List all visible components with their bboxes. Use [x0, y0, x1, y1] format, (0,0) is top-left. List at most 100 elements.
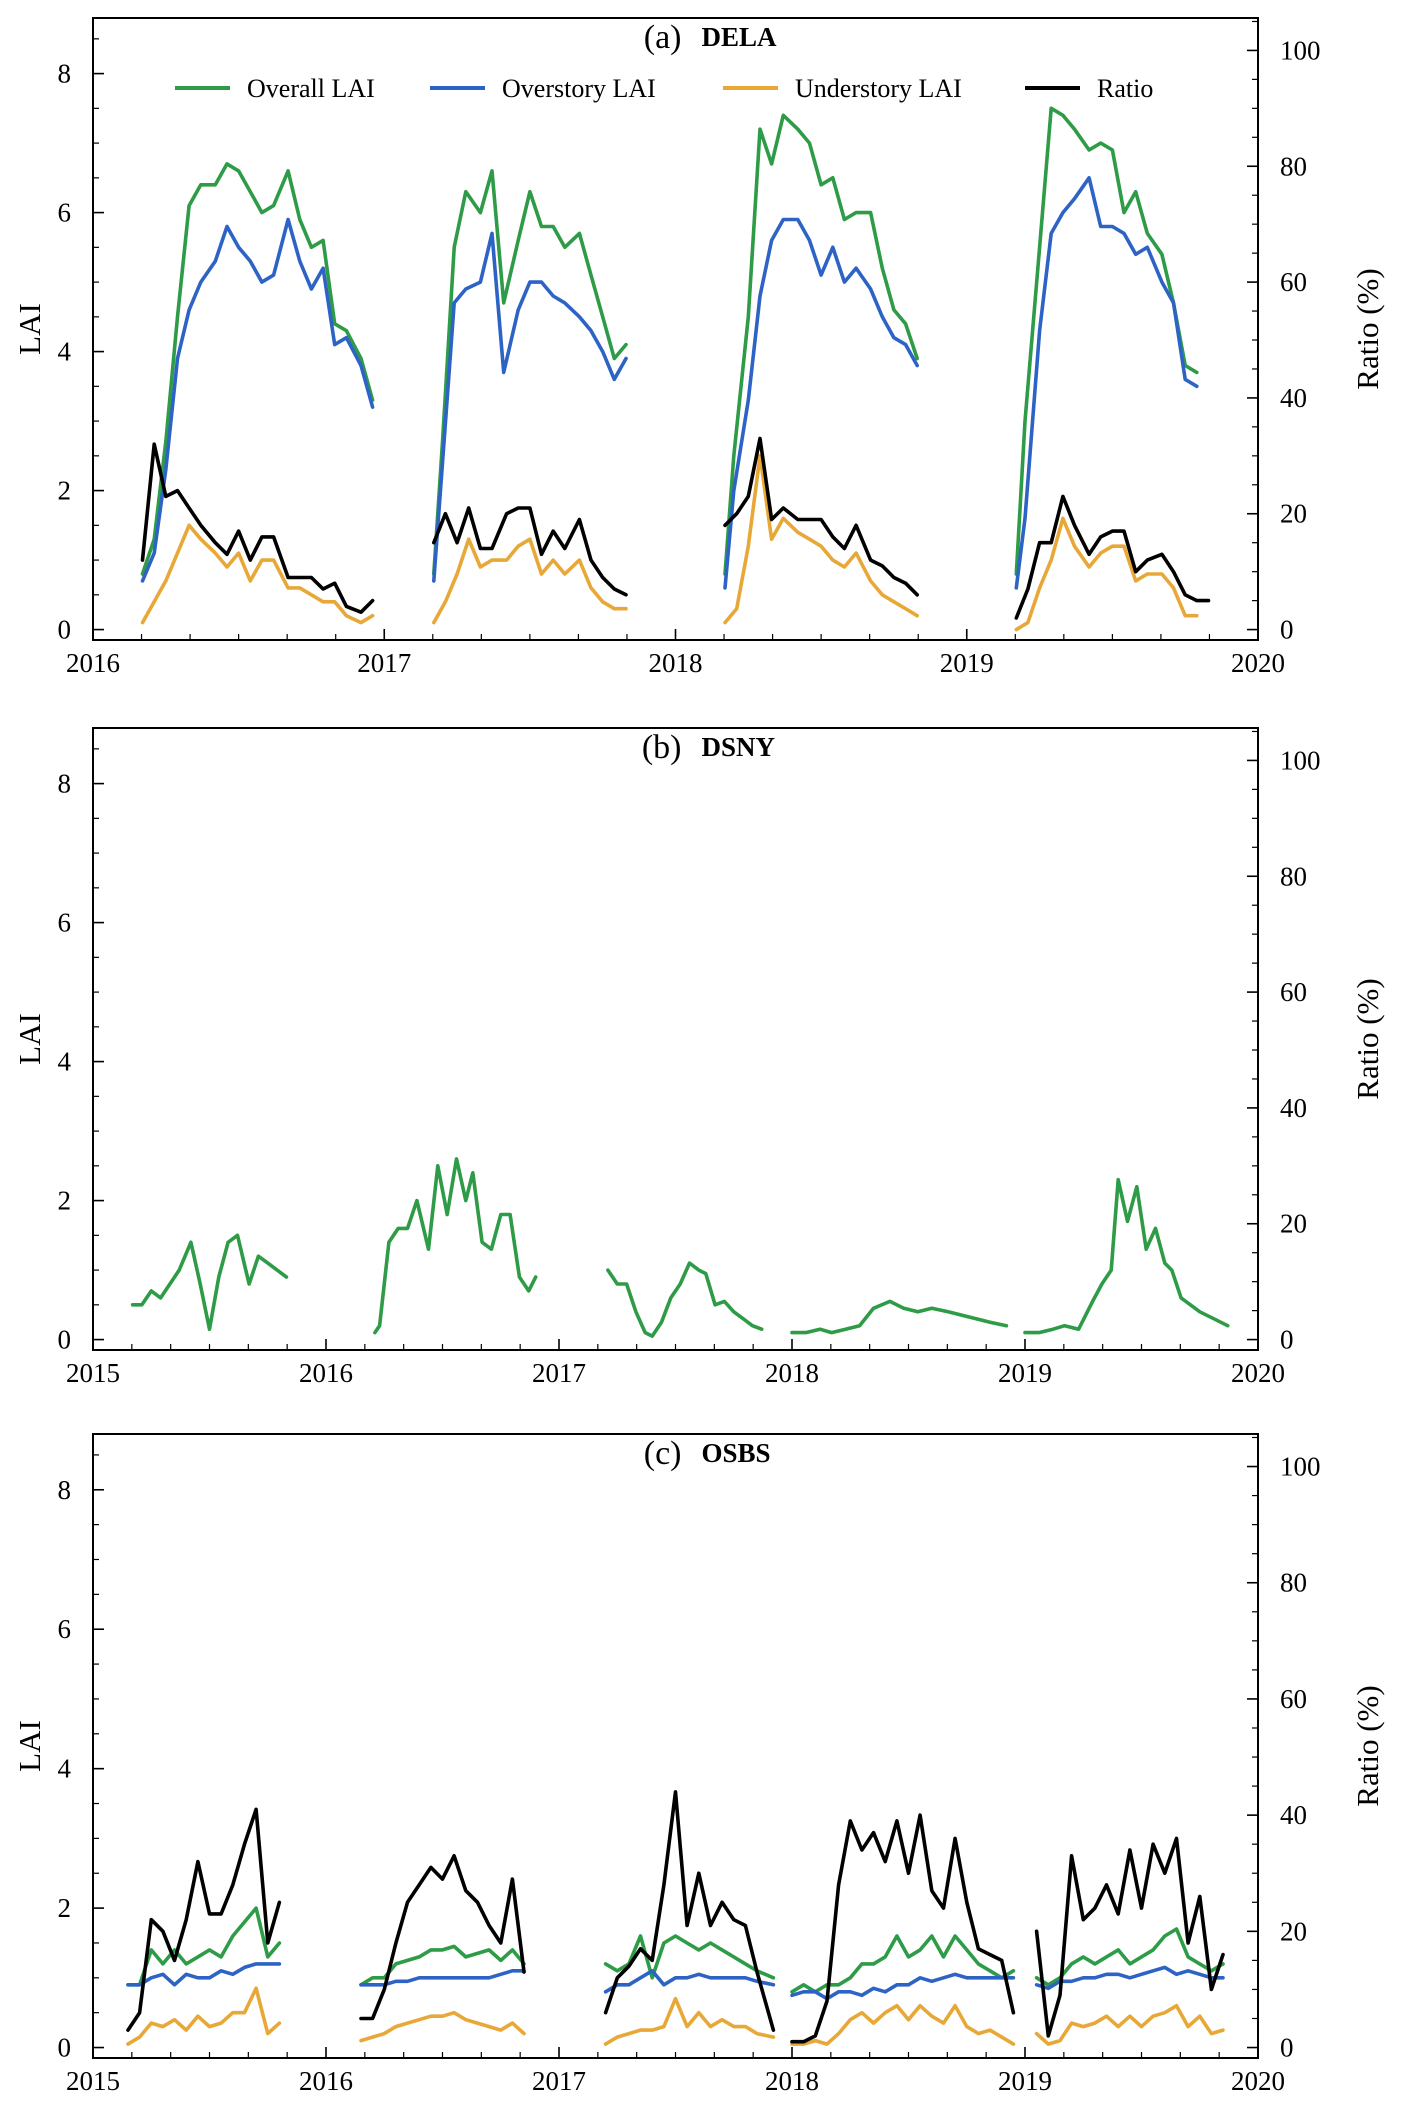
y2-tick-label: 20: [1280, 1209, 1307, 1239]
plot-frame: [92, 727, 1259, 1351]
series-ratio-line: [723, 436, 920, 597]
site-name: DELA: [702, 22, 778, 52]
panel-label: (a): [644, 19, 682, 56]
y2-tick-label: 0: [1280, 1325, 1294, 1355]
x-tick-label: 2016: [299, 2066, 353, 2096]
series-understory-line: [790, 2003, 1016, 2046]
x-tick-label: 2017: [357, 648, 411, 678]
plot-frame: [92, 17, 1259, 641]
x-tick-label: 2020: [1231, 648, 1285, 678]
legend-label: Overstory LAI: [502, 74, 656, 103]
y2-axis-title: Ratio (%): [1350, 978, 1385, 1099]
y-tick-label: 0: [58, 2033, 72, 2063]
series-overstory-line: [723, 217, 920, 590]
series-ratio-line: [790, 1813, 1016, 2044]
x-tick-label: 2016: [66, 648, 120, 678]
legend-label: Overall LAI: [247, 74, 375, 103]
series-understory-line: [723, 453, 920, 625]
y2-tick-label: 60: [1280, 977, 1307, 1007]
x-tick-label: 2020: [1231, 2066, 1285, 2096]
y-tick-label: 4: [58, 337, 72, 367]
series-ratio-line: [126, 1807, 282, 2032]
y2-tick-label: 100: [1280, 745, 1321, 775]
y2-tick-label: 40: [1280, 1800, 1307, 1830]
series-overall-line: [130, 1233, 289, 1331]
series-understory-line: [1034, 2003, 1225, 2046]
series-overall-line: [606, 1261, 764, 1338]
y-tick-label: 2: [58, 1893, 72, 1923]
x-tick-label: 2019: [998, 2066, 1052, 2096]
series-understory-line: [603, 1996, 776, 2046]
y-tick-label: 4: [58, 1754, 72, 1784]
series-overstory-line: [359, 1969, 526, 1987]
x-tick-label: 2018: [765, 2066, 819, 2096]
y-tick-label: 0: [58, 615, 72, 645]
x-tick-label: 2017: [532, 1358, 586, 1388]
series-ratio-line: [603, 1790, 776, 2032]
panel-label: (b): [642, 729, 682, 766]
y-axis-title: LAI: [12, 1720, 47, 1772]
x-tick-label: 2018: [765, 1358, 819, 1388]
panel-dela: 2016 2017 2018 2019 202002468020406080100LAI…: [12, 17, 1385, 678]
legend-label: Understory LAI: [795, 74, 962, 103]
series-overall-line: [723, 113, 920, 576]
y-axis-title: LAI: [12, 303, 47, 355]
y2-tick-label: 80: [1280, 151, 1307, 181]
x-tick-label: 2019: [998, 1358, 1052, 1388]
x-tick-label: 2016: [299, 1358, 353, 1388]
legend-label: Ratio: [1097, 74, 1153, 103]
y2-tick-label: 60: [1280, 1684, 1307, 1714]
x-tick-label: 2019: [940, 648, 994, 678]
y-axis-title: LAI: [12, 1013, 47, 1065]
series-overstory-line: [140, 217, 375, 583]
series-overall-line: [1034, 1927, 1225, 1987]
series-overall-line: [431, 169, 628, 576]
series-overstory-line: [1034, 1965, 1225, 1991]
series-overall-line: [140, 162, 375, 576]
x-tick-label: 2018: [649, 648, 703, 678]
x-tick-label: 2017: [532, 2066, 586, 2096]
y-tick-label: 6: [58, 908, 72, 938]
y2-tick-label: 20: [1280, 499, 1307, 529]
y2-tick-label: 20: [1280, 1916, 1307, 1946]
y2-tick-label: 40: [1280, 1093, 1307, 1123]
series-understory-line: [126, 1986, 282, 2046]
series-ratio-line: [1014, 494, 1211, 620]
site-name: DSNY: [702, 732, 776, 762]
series-understory-line: [431, 537, 628, 625]
panel-osbs: 2015 2016 2017 2018 2019 20200246802040608010…: [12, 1433, 1385, 2096]
y2-tick-label: 80: [1280, 861, 1307, 891]
series-understory-line: [140, 523, 375, 625]
y2-tick-label: 100: [1280, 35, 1321, 65]
y2-axis-title: Ratio (%): [1350, 268, 1385, 389]
series-ratio-line: [1034, 1836, 1225, 2038]
y2-axis-title: Ratio (%): [1350, 1685, 1385, 1806]
y-tick-label: 4: [58, 1047, 72, 1077]
x-tick-label: 2015: [66, 2066, 120, 2096]
panel-label: (c): [644, 1435, 682, 1472]
series-ratio-line: [359, 1854, 526, 2021]
y2-tick-label: 0: [1280, 2033, 1294, 2063]
series-overall-line: [790, 1299, 1009, 1335]
series-understory-line: [359, 2010, 526, 2043]
series-overall-line: [1014, 106, 1199, 576]
series-overstory-line: [431, 231, 628, 583]
series-ratio-line: [431, 506, 628, 597]
series-overstory-line: [126, 1962, 282, 1987]
series-overall-line: [603, 1934, 776, 1980]
y2-tick-label: 40: [1280, 383, 1307, 413]
y-tick-label: 2: [58, 1186, 72, 1216]
panel-dsny: 2015 2016 2017 2018 2019 20200246802040608010…: [12, 727, 1385, 1388]
series-understory-line: [1014, 516, 1199, 632]
series-overall-line: [1023, 1177, 1230, 1335]
series-overstory-line: [1014, 176, 1199, 590]
series-ratio-line: [140, 442, 375, 615]
y-tick-label: 8: [58, 59, 72, 89]
y2-tick-label: 0: [1280, 615, 1294, 645]
x-tick-label: 2015: [66, 1358, 120, 1388]
y2-tick-label: 80: [1280, 1568, 1307, 1598]
y-tick-label: 6: [58, 198, 72, 228]
y2-tick-label: 60: [1280, 267, 1307, 297]
y-tick-label: 6: [58, 1614, 72, 1644]
